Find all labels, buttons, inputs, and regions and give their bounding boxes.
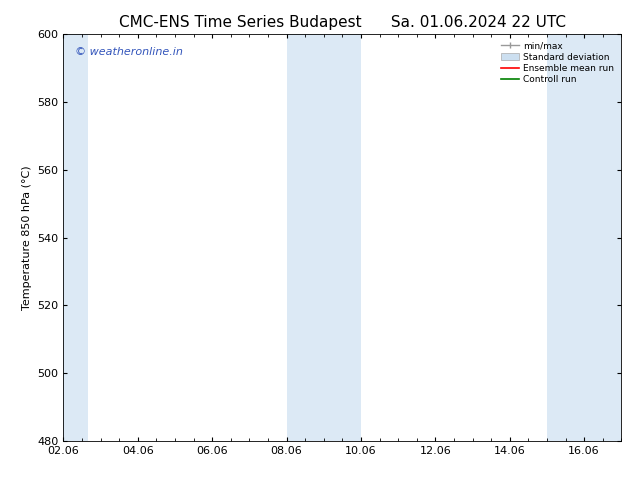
Bar xyxy=(63,34,88,441)
Text: © weatheronline.in: © weatheronline.in xyxy=(75,47,183,56)
Legend: min/max, Standard deviation, Ensemble mean run, Controll run: min/max, Standard deviation, Ensemble me… xyxy=(499,39,617,87)
Y-axis label: Temperature 850 hPa (°C): Temperature 850 hPa (°C) xyxy=(22,165,32,310)
Text: CMC-ENS Time Series Budapest      Sa. 01.06.2024 22 UTC: CMC-ENS Time Series Budapest Sa. 01.06.2… xyxy=(119,15,566,30)
Bar xyxy=(287,34,361,441)
Bar xyxy=(547,34,621,441)
